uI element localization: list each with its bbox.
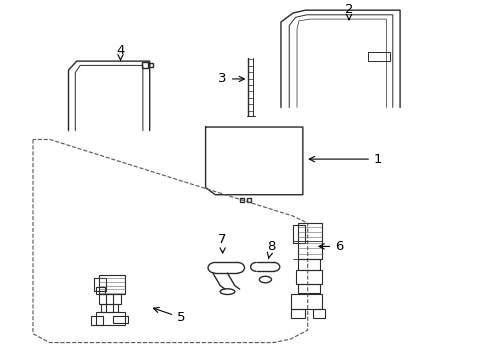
Text: 3: 3 (218, 72, 244, 85)
Text: 2: 2 (344, 3, 352, 20)
Text: 1: 1 (309, 153, 382, 166)
Bar (295, 270, 322, 284)
Bar (96, 312, 125, 325)
Bar (94, 278, 106, 291)
Text: 4: 4 (116, 44, 124, 60)
Bar (290, 309, 305, 318)
Bar (312, 309, 324, 318)
Text: 7: 7 (218, 233, 226, 253)
Bar (292, 225, 305, 243)
Bar (113, 316, 127, 323)
Text: 8: 8 (266, 240, 275, 258)
Text: 5: 5 (153, 307, 185, 324)
Bar (290, 294, 322, 309)
Bar (297, 284, 319, 293)
Bar (297, 259, 319, 270)
Bar (99, 294, 120, 305)
Bar (99, 275, 125, 294)
Bar (96, 287, 105, 294)
Text: 6: 6 (318, 240, 343, 253)
Bar (368, 52, 389, 61)
Bar (101, 305, 118, 312)
Bar (297, 223, 322, 259)
Bar (91, 316, 103, 325)
